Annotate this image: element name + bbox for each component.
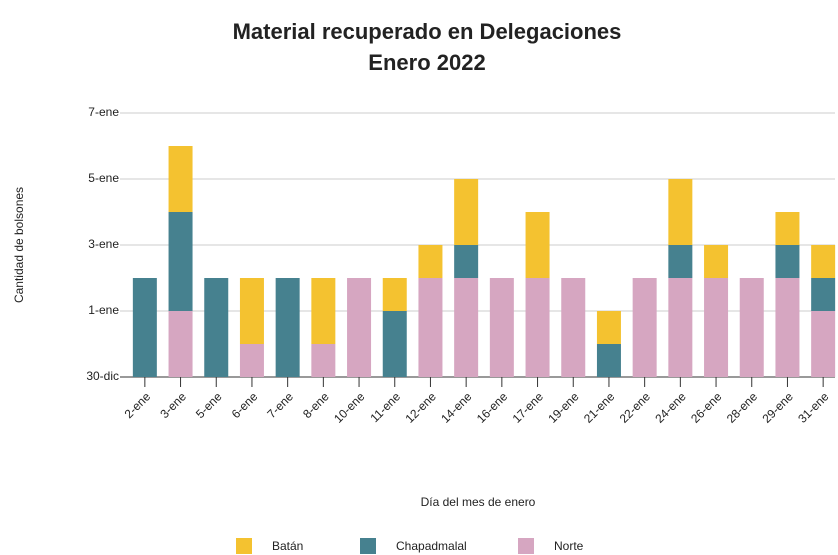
y-tick-label: 7-ene: [88, 105, 119, 119]
x-tick-label: 17-ene: [510, 389, 547, 426]
bar-segment: [347, 278, 372, 377]
bar-segment: [775, 212, 800, 245]
legend-label: Norte: [554, 539, 584, 553]
x-tick-label: 21-ene: [581, 389, 618, 426]
y-tick-label: 3-ene: [88, 237, 119, 251]
bar-segment: [418, 278, 443, 377]
bar-segment: [704, 245, 729, 278]
bar-segment: [632, 278, 657, 377]
x-tick-label: 29-ene: [759, 389, 796, 426]
bar-segment: [561, 278, 586, 377]
legend-swatch: [360, 538, 376, 554]
bar-segment: [311, 344, 336, 377]
bar-segment: [596, 311, 621, 344]
bar-segment: [311, 278, 336, 344]
bar-segment: [239, 278, 264, 344]
bar-segment: [811, 278, 836, 311]
chart-title: Material recuperado en Delegaciones: [233, 19, 622, 44]
x-tick-label: 14-ene: [438, 389, 475, 426]
legend-label: Chapadmalal: [396, 539, 467, 553]
y-tick-label: 5-ene: [88, 171, 119, 185]
x-tick-label: 24-ene: [652, 389, 689, 426]
bar-segment: [525, 212, 550, 278]
x-tick-label: 19-ene: [545, 389, 582, 426]
legend-label: Batán: [272, 539, 303, 553]
bar-segment: [739, 278, 764, 377]
bar-segment: [454, 179, 479, 245]
bar-segment: [668, 179, 693, 245]
bar-segment: [168, 311, 193, 377]
bar-segment: [596, 344, 621, 377]
bar-segment: [454, 278, 479, 377]
bar-segment: [382, 311, 407, 377]
bar-segment: [454, 245, 479, 278]
bar-segment: [775, 245, 800, 278]
x-tick-label: 22-ene: [617, 389, 654, 426]
bar-segment: [811, 245, 836, 278]
bar-segment: [168, 146, 193, 212]
x-tick-label: 2-ene: [122, 389, 154, 421]
bar-segment: [382, 278, 407, 311]
x-tick-label: 28-ene: [724, 389, 761, 426]
legend-swatch: [518, 538, 534, 554]
x-tick-label: 3-ene: [157, 389, 189, 421]
x-tick-label: 11-ene: [367, 389, 403, 425]
x-tick-label: 26-ene: [688, 389, 725, 426]
bar-segment: [239, 344, 264, 377]
bar-segment: [418, 245, 443, 278]
y-tick-label: 30-dic: [86, 369, 119, 383]
x-tick-label: 5-ene: [193, 389, 225, 421]
x-tick-label: 7-ene: [264, 389, 296, 421]
x-tick-label: 31-ene: [795, 389, 832, 426]
bar-segment: [275, 278, 300, 377]
x-axis-title: Día del mes de enero: [421, 495, 536, 509]
bar-segment: [668, 278, 693, 377]
x-tick-label: 6-ene: [229, 389, 261, 421]
bar-segment: [668, 245, 693, 278]
bar-segment: [204, 278, 229, 377]
x-tick-label: 8-ene: [300, 389, 332, 421]
legend-swatch: [236, 538, 252, 554]
chart-subtitle: Enero 2022: [368, 50, 485, 75]
bar-segment: [775, 278, 800, 377]
bar-segment: [704, 278, 729, 377]
y-tick-label: 1-ene: [88, 303, 119, 317]
x-tick-label: 16-ene: [474, 389, 511, 426]
x-tick-label: 12-ene: [402, 389, 439, 426]
bar-segment: [489, 278, 514, 377]
bar-segment: [168, 212, 193, 311]
bar-segment: [811, 311, 836, 377]
x-tick-label: 10-ene: [331, 389, 368, 426]
bar-segment: [132, 278, 157, 377]
bar-segment: [525, 278, 550, 377]
y-axis-title: Cantidad de bolsones: [12, 187, 26, 303]
